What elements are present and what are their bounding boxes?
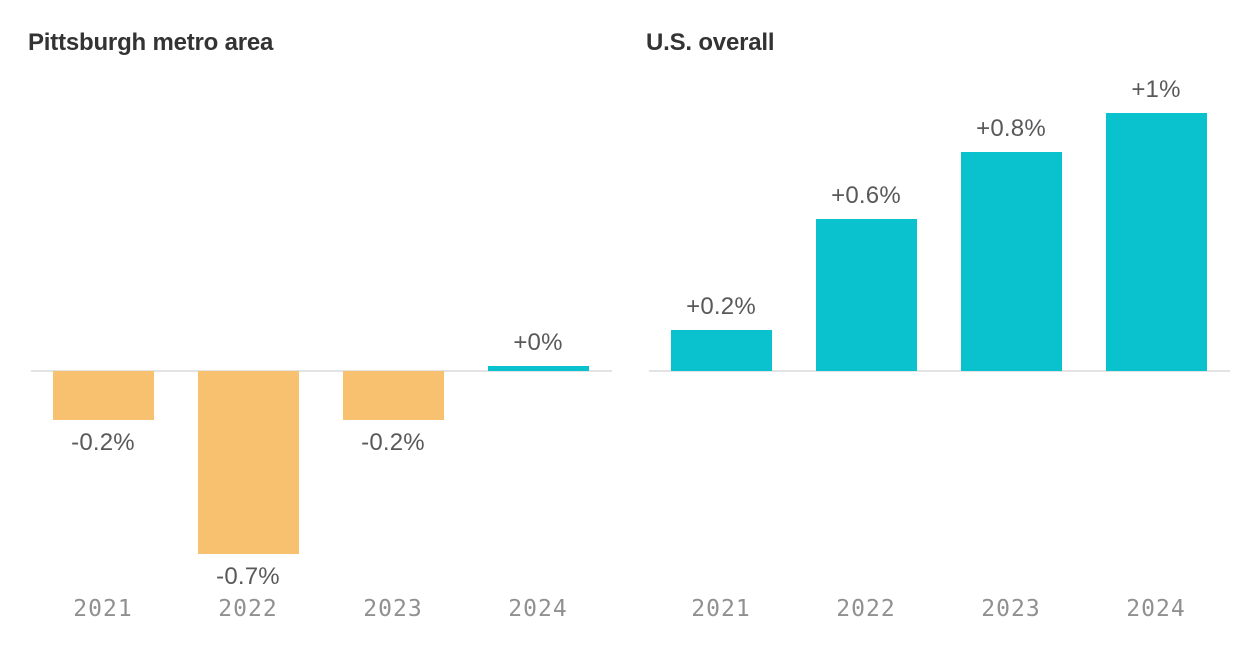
- value-label-2021: +0.2%: [686, 293, 756, 320]
- x-axis-baseline: [31, 370, 612, 372]
- plot-area-pittsburgh: -0.2% 2021 -0.7% 2022 -0.2% 2023 +0% 2024: [31, 0, 612, 660]
- chart-title-us-overall: U.S. overall: [646, 29, 775, 56]
- plot-area-us-overall: +0.2% 2021 +0.6% 2022 +0.8% 2023 +1% 2024: [649, 0, 1230, 660]
- bar-2021: [670, 330, 772, 371]
- value-label-2024: +1%: [1131, 76, 1181, 103]
- bar-2022: [815, 219, 917, 371]
- chart-pittsburgh-metro-area: Pittsburgh metro area -0.2% 2021 -0.7% 2022…: [28, 0, 612, 660]
- value-label-2022: -0.7%: [216, 563, 280, 590]
- bar-2021: [52, 371, 154, 420]
- x-tick-label-2023: 2023: [363, 596, 423, 622]
- value-label-2021: -0.2%: [71, 429, 135, 456]
- x-tick-label-2022: 2022: [836, 596, 896, 622]
- value-label-2023: -0.2%: [361, 429, 425, 456]
- x-tick-label-2023: 2023: [981, 596, 1041, 622]
- x-tick-label-2021: 2021: [691, 596, 751, 622]
- bar-2024: [487, 366, 589, 371]
- x-tick-label-2022: 2022: [218, 596, 278, 622]
- bar-2023: [960, 152, 1062, 371]
- bar-2024: [1105, 113, 1207, 371]
- chart-title-pittsburgh: Pittsburgh metro area: [28, 29, 274, 56]
- value-label-2022: +0.6%: [831, 182, 901, 209]
- x-tick-label-2021: 2021: [73, 596, 133, 622]
- bar-2023: [342, 371, 444, 420]
- x-tick-label-2024: 2024: [1126, 596, 1186, 622]
- chart-us-overall: U.S. overall +0.2% 2021 +0.6% 2022 +0.8% 2023…: [646, 0, 1230, 660]
- x-tick-label-2024: 2024: [508, 596, 568, 622]
- bar-2022: [197, 371, 299, 554]
- x-axis-baseline: [649, 370, 1230, 372]
- value-label-2023: +0.8%: [976, 115, 1046, 142]
- value-label-2024: +0%: [513, 329, 563, 356]
